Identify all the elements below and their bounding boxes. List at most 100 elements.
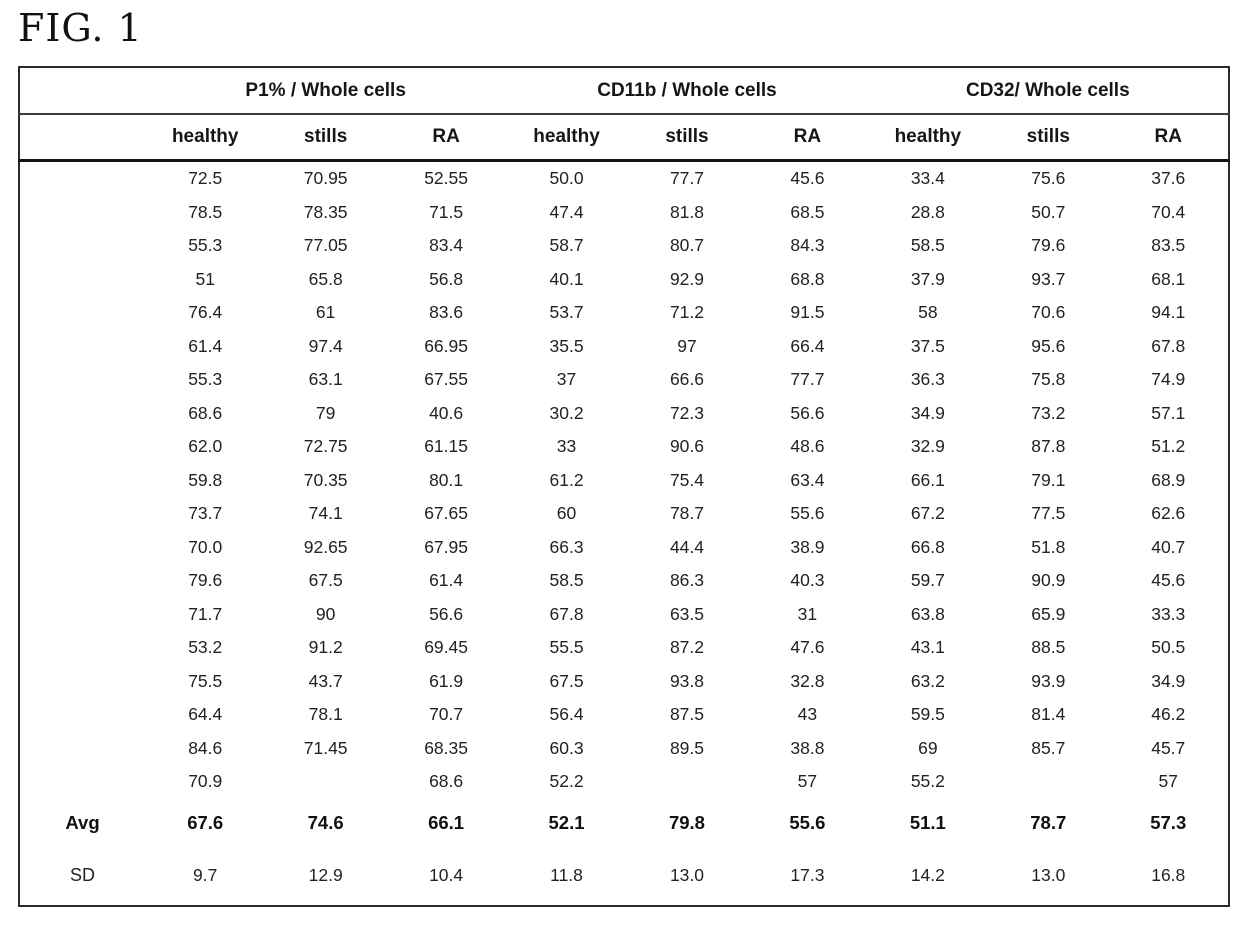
data-cell: 38.8 xyxy=(790,737,825,758)
data-cell: 77.5 xyxy=(1031,503,1066,524)
data-cell: 68.8 xyxy=(790,268,825,289)
row-label xyxy=(19,229,145,263)
table-body: 72.5 70.95 52.55 50.0 77.7 45.6 33.4 75.6 37.6 78… xyxy=(19,161,1229,906)
data-cell: 50.0 xyxy=(549,168,584,189)
data-cell: 43 xyxy=(797,704,818,725)
data-cell: 70.35 xyxy=(303,469,348,490)
data-cell: 65.8 xyxy=(308,268,343,289)
data-cell: 67.2 xyxy=(910,503,945,524)
data-cell: 40.1 xyxy=(549,268,584,289)
data-cell: 63.8 xyxy=(910,603,945,624)
data-cell: 63.2 xyxy=(910,670,945,691)
row-label xyxy=(19,765,145,799)
row-label xyxy=(19,363,145,397)
data-cell: 45.6 xyxy=(1151,570,1186,591)
data-cell: 90.9 xyxy=(1031,570,1066,591)
data-cell: 57 xyxy=(1158,771,1178,792)
data-cell: 89.5 xyxy=(669,737,704,758)
data-cell: 51.1 xyxy=(909,811,946,833)
data-cell: 66.4 xyxy=(790,335,825,356)
data-cell: 63.4 xyxy=(790,469,825,490)
data-cell: 61 xyxy=(315,302,336,323)
data-cell: 70.9 xyxy=(188,771,223,792)
data-cell: 80.1 xyxy=(429,469,464,490)
data-cell: 59.8 xyxy=(188,469,223,490)
data-cell: 61.15 xyxy=(424,436,468,457)
table-row: 71.7 90 56.6 67.8 63.5 31 63.8 65.9 33.3 xyxy=(19,598,1229,632)
data-cell: 63.5 xyxy=(669,603,704,624)
data-cell: 44.4 xyxy=(669,536,704,557)
data-cell: 90 xyxy=(315,603,336,624)
data-cell: 13.0 xyxy=(669,865,704,885)
average-row: Avg 67.6 74.6 66.1 52.1 79.8 55.6 51.1 78.7 57.3 xyxy=(19,799,1229,847)
row-label xyxy=(19,598,145,632)
figure-label: FIG. 1 xyxy=(18,6,143,50)
data-cell: 80.7 xyxy=(669,235,704,256)
data-cell: 43.1 xyxy=(910,637,945,658)
data-cell: 36.3 xyxy=(910,369,945,390)
data-cell: 35.5 xyxy=(549,335,584,356)
row-label xyxy=(19,330,145,364)
data-cell: 88.5 xyxy=(1031,637,1066,658)
sd-row: SD 9.7 12.9 10.4 11.8 13.0 17.3 14.2 13.0 16.8 xyxy=(19,847,1229,906)
data-cell: 37.6 xyxy=(1151,168,1186,189)
data-cell: 76.4 xyxy=(188,302,223,323)
col-header-ra: RA xyxy=(747,114,868,162)
data-cell: 67.65 xyxy=(424,503,468,524)
data-cell: 72.75 xyxy=(303,436,348,457)
col-header-healthy: healthy xyxy=(506,114,627,162)
row-label xyxy=(19,430,145,464)
row-label xyxy=(19,631,145,665)
table-row: 64.4 78.1 70.7 56.4 87.5 43 59.5 81.4 46.2 xyxy=(19,698,1229,732)
data-cell: 56.6 xyxy=(429,603,464,624)
data-cell: 55.3 xyxy=(188,369,223,390)
data-cell: 68.5 xyxy=(790,201,825,222)
data-cell: 55.2 xyxy=(910,771,945,792)
data-cell: 79.8 xyxy=(668,811,705,833)
data-cell: 66.1 xyxy=(428,811,465,833)
table-row: 84.6 71.45 68.35 60.3 89.5 38.8 69 85.7 45.7 xyxy=(19,732,1229,766)
data-cell: 55.5 xyxy=(549,637,584,658)
data-cell: 13.0 xyxy=(1031,865,1066,885)
data-cell: 37 xyxy=(556,369,577,390)
row-label xyxy=(19,531,145,565)
row-label xyxy=(19,161,145,196)
data-cell: 87.5 xyxy=(669,704,704,725)
data-cell: 10.4 xyxy=(429,865,464,885)
row-label xyxy=(19,464,145,498)
data-cell: 72.3 xyxy=(669,402,704,423)
data-cell: 67.8 xyxy=(549,603,584,624)
data-cell: 91.5 xyxy=(790,302,825,323)
data-cell: 71.45 xyxy=(303,737,348,758)
data-cell: 40.7 xyxy=(1151,536,1186,557)
data-cell: 83.4 xyxy=(429,235,464,256)
group-header-cd32: CD32/ Whole cells xyxy=(867,67,1229,115)
data-cell: 38.9 xyxy=(790,536,825,557)
data-cell: 67.8 xyxy=(1151,335,1186,356)
data-cell: 14.2 xyxy=(910,865,945,885)
data-cell: 75.8 xyxy=(1031,369,1066,390)
table-row: 76.4 61 83.6 53.7 71.2 91.5 58 70.6 94.1 xyxy=(19,296,1229,330)
data-cell xyxy=(988,765,1108,799)
data-cell: 68.35 xyxy=(424,737,468,758)
data-cell: 93.7 xyxy=(1031,268,1066,289)
data-cell: 45.7 xyxy=(1151,737,1186,758)
data-cell: 57.1 xyxy=(1151,402,1186,423)
data-cell: 43.7 xyxy=(308,670,343,691)
col-header-stills: stills xyxy=(988,114,1109,162)
table-row: 68.6 79 40.6 30.2 72.3 56.6 34.9 73.2 57.1 xyxy=(19,397,1229,431)
table-row: 70.9 68.6 52.2 57 55.2 57 xyxy=(19,765,1229,799)
data-cell: 57 xyxy=(797,771,818,792)
table-row: 61.4 97.4 66.95 35.5 97 66.4 37.5 95.6 67.8 xyxy=(19,330,1229,364)
data-cell: 16.8 xyxy=(1151,865,1186,885)
group-header-cd11b: CD11b / Whole cells xyxy=(506,67,868,115)
data-cell: 68.9 xyxy=(1151,469,1186,490)
data-cell: 32.9 xyxy=(910,436,945,457)
data-cell: 68.1 xyxy=(1151,268,1186,289)
col-header-stills: stills xyxy=(626,114,748,162)
data-cell: 73.2 xyxy=(1031,402,1066,423)
data-cell: 61.2 xyxy=(549,469,584,490)
data-cell xyxy=(627,765,747,799)
data-cell: 70.7 xyxy=(429,704,464,725)
table-row: 73.7 74.1 67.65 60 78.7 55.6 67.2 77.5 62.6 xyxy=(19,497,1229,531)
